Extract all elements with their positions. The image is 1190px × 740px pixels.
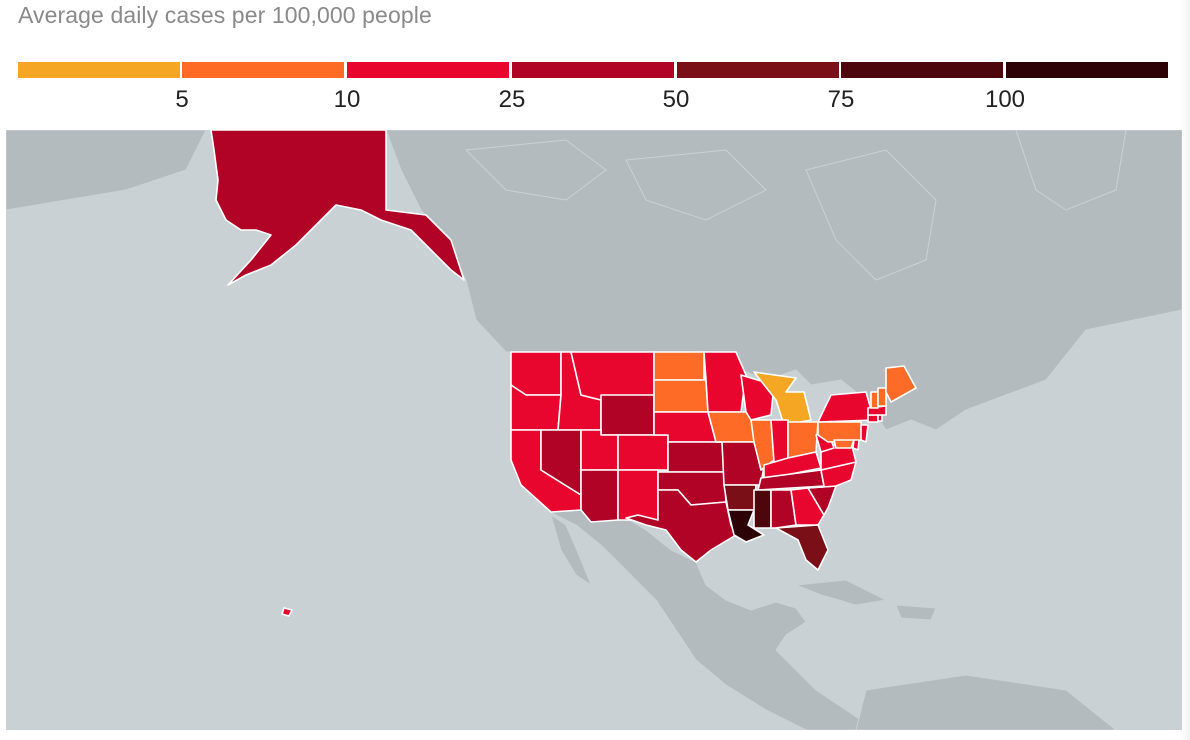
hispaniola — [895, 604, 937, 621]
state-MT[interactable] — [570, 351, 655, 401]
map-panel[interactable] — [6, 130, 1182, 730]
state-KS[interactable] — [667, 441, 725, 473]
legend-swatch-1 — [182, 62, 344, 78]
cuba — [795, 579, 888, 606]
state-ND[interactable] — [653, 351, 705, 381]
state-CT[interactable] — [867, 414, 879, 423]
state-TX[interactable] — [625, 489, 737, 563]
arctic-island-1 — [464, 139, 607, 201]
state-MI[interactable] — [753, 371, 812, 426]
state-PA[interactable] — [817, 421, 864, 443]
baffin-island — [805, 149, 937, 281]
state-FL[interactable] — [775, 524, 829, 571]
legend-tick-10: 10 — [333, 86, 361, 113]
edge-shadow — [1180, 0, 1190, 740]
legend-swatch-5 — [841, 62, 1003, 78]
state-VT[interactable] — [870, 391, 879, 409]
russia-east — [6, 130, 207, 211]
state-AZ[interactable] — [580, 469, 619, 523]
state-UT[interactable] — [580, 429, 619, 471]
state-WY[interactable] — [600, 394, 655, 436]
legend-swatch-6 — [1006, 62, 1168, 78]
greenland — [1015, 130, 1127, 211]
map-svg — [6, 130, 1182, 730]
legend-tick-75: 75 — [827, 86, 855, 113]
legend-swatch-3 — [512, 62, 674, 78]
state-SD[interactable] — [653, 379, 709, 413]
canada-landmass — [385, 130, 1182, 431]
state-DE[interactable] — [852, 439, 860, 451]
baja-california — [550, 513, 593, 587]
south-america — [855, 674, 1117, 730]
state-IN[interactable] — [770, 419, 789, 463]
legend-tick-25: 25 — [498, 86, 526, 113]
legend-tick-5: 5 — [175, 86, 189, 113]
legend-swatch-2 — [347, 62, 509, 78]
mexico-landmass — [545, 509, 877, 730]
state-CO[interactable] — [617, 434, 669, 471]
legend-swatch-4 — [677, 62, 839, 78]
legend-tick-100: 100 — [984, 86, 1026, 113]
state-NH[interactable] — [877, 387, 887, 407]
state-MS[interactable] — [753, 489, 772, 529]
color-legend — [18, 62, 1168, 78]
state-ME[interactable] — [885, 365, 917, 403]
state-MD[interactable] — [833, 439, 855, 449]
arctic-island-2 — [625, 149, 767, 221]
legend-tick-50: 50 — [662, 86, 690, 113]
state-MN[interactable] — [703, 351, 747, 413]
state-HI[interactable] — [281, 607, 293, 617]
state-NJ[interactable] — [860, 424, 869, 443]
state-RI[interactable] — [877, 414, 883, 422]
state-GA[interactable] — [790, 487, 825, 526]
state-WA[interactable] — [510, 351, 562, 396]
state-NM[interactable] — [617, 469, 659, 521]
state-AK[interactable] — [210, 130, 465, 286]
map-title: Average daily cases per 100,000 people — [18, 2, 432, 28]
state-AR[interactable] — [723, 484, 757, 511]
state-NY[interactable] — [817, 391, 875, 423]
state-IA[interactable] — [707, 411, 755, 443]
legend-swatch-0 — [18, 62, 180, 78]
